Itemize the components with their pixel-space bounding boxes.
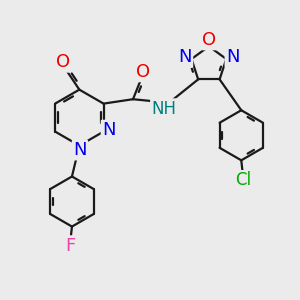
Text: F: F xyxy=(65,237,76,255)
Text: NH: NH xyxy=(152,100,176,118)
Text: O: O xyxy=(56,53,70,71)
Text: Cl: Cl xyxy=(235,171,251,189)
Text: N: N xyxy=(178,49,192,67)
Text: O: O xyxy=(202,31,217,49)
Text: N: N xyxy=(226,49,239,67)
Text: O: O xyxy=(136,63,150,81)
Text: N: N xyxy=(73,141,87,159)
Text: N: N xyxy=(102,121,116,139)
